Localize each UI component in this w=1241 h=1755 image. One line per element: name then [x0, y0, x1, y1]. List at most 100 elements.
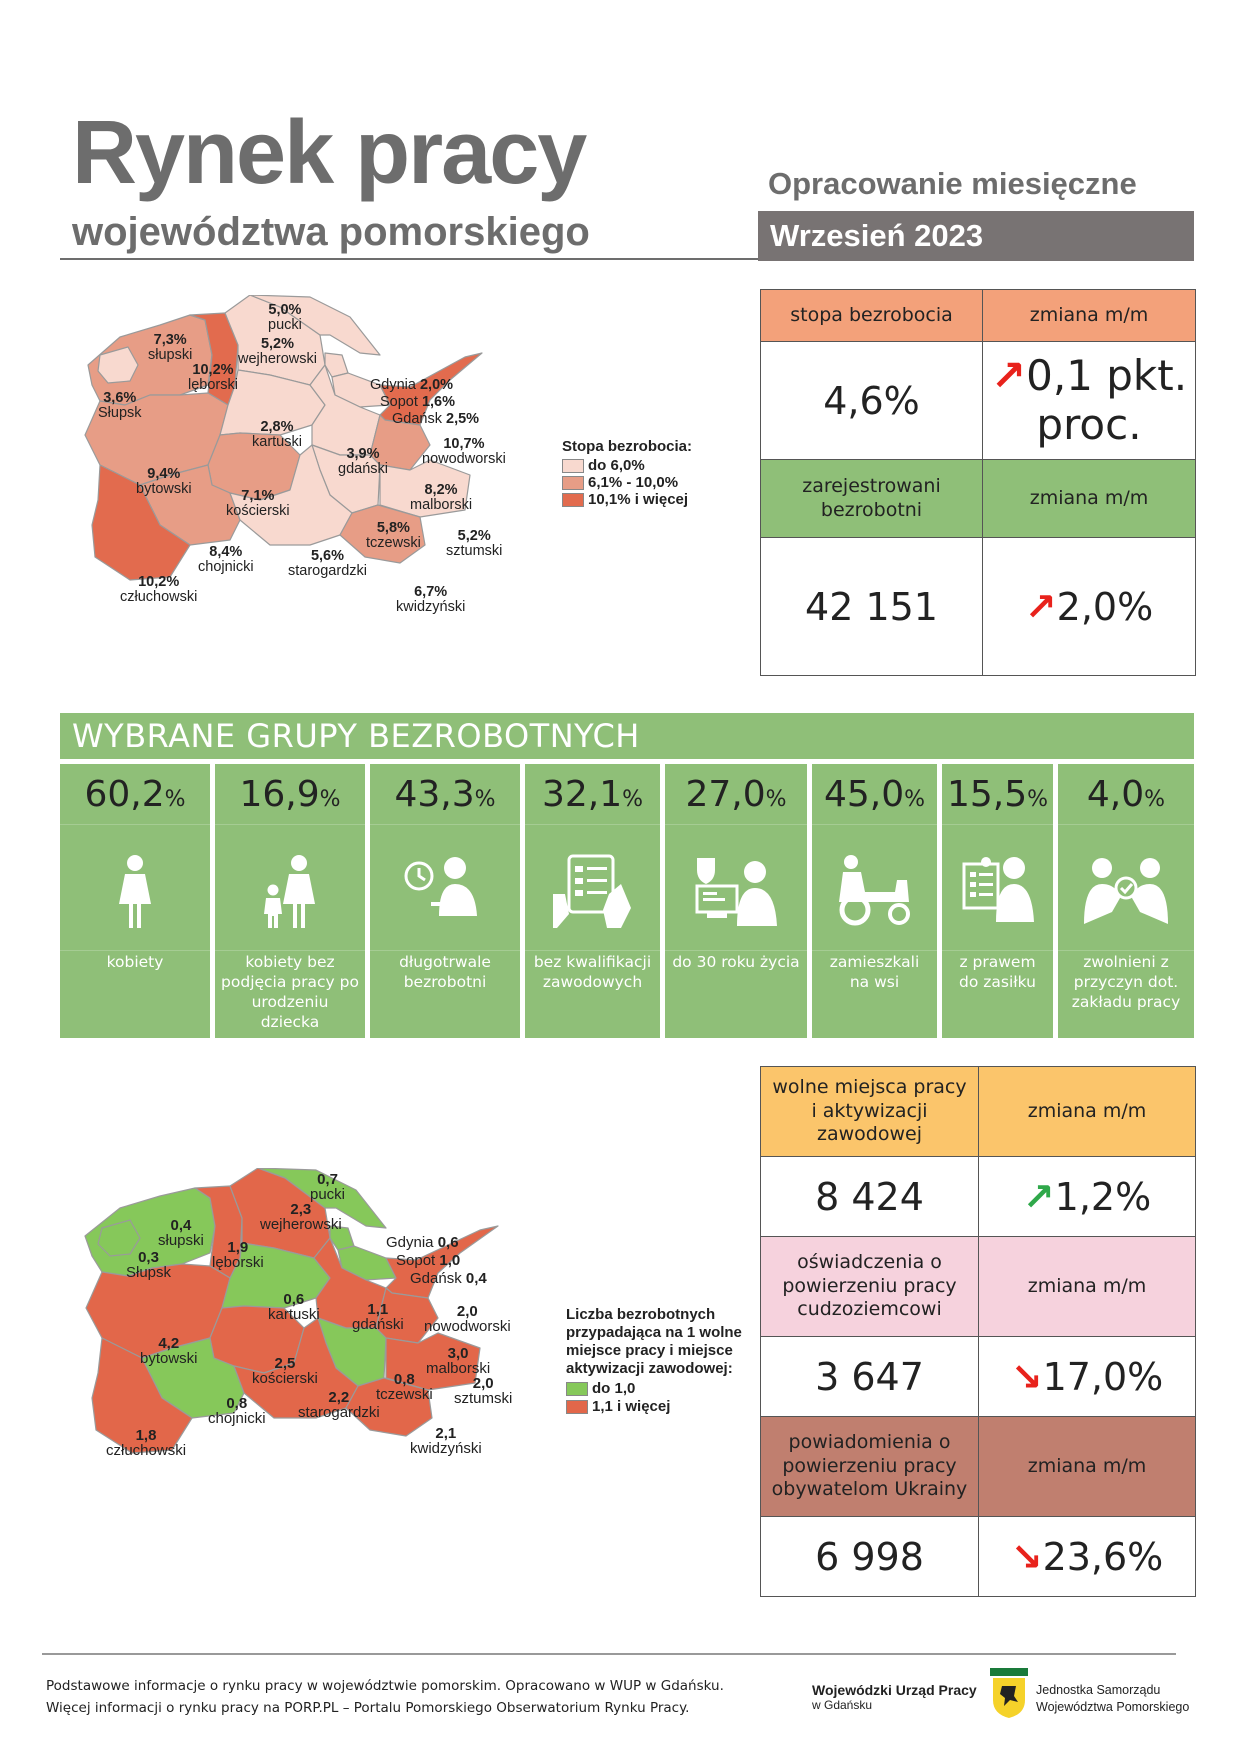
offers-table: wolne miejsca pracy i aktywizacji zawodo… [760, 1066, 1196, 1597]
report-type: Opracowanie miesięczne [768, 166, 1137, 201]
district-slupsk [97, 346, 139, 384]
arrow-down-icon: ↘ [1010, 1534, 1043, 1579]
map2-legend-swatch-high [566, 1400, 588, 1415]
checklist-hand-icon [551, 854, 635, 934]
benefit-document-icon [962, 854, 1034, 926]
map1-legend: Stopa bezrobocia: do 6,0% 6,1% - 10,0% 1… [562, 438, 692, 508]
declarations-change-cell: ↘17,0% [978, 1336, 1196, 1417]
arrow-up-icon: ↗ [1024, 584, 1057, 629]
district-kwidzynski [345, 1377, 433, 1437]
vacancies-change-cell: ↗1,2% [978, 1156, 1196, 1237]
page-title: Rynek pracy [72, 103, 587, 203]
group-percentage: 16,9% [215, 764, 365, 824]
declarations-value: 3 647 [760, 1336, 979, 1417]
group-card: 60,2% kobiety [60, 764, 210, 1038]
group-icon-area [812, 824, 937, 950]
percent-sign: % [622, 787, 644, 812]
young-person-computer-icon [693, 854, 779, 930]
district-kwidzynski [339, 504, 426, 564]
group-card: 4,0% zwolnieni z przyczyn dot. zakładu pr… [1058, 764, 1194, 1038]
footer-text: Podstawowe informacje o rynku pracy w wo… [46, 1676, 724, 1719]
mother-child-icon [261, 854, 319, 934]
group-icon-area [215, 824, 365, 950]
samorzad-line-1: Jednostka Samorządu [1036, 1683, 1161, 1697]
group-icon-area [60, 824, 210, 950]
group-percentage: 27,0% [665, 764, 807, 824]
group-card: 45,0% zamieszkali na wsi [812, 764, 937, 1038]
samorzad-logo-text: Jednostka Samorządu Województwa Pomorski… [1036, 1682, 1189, 1716]
group-value: 15,5 [946, 774, 1028, 815]
tractor-icon [835, 854, 915, 930]
group-icon-area [1058, 824, 1194, 950]
group-card: 27,0% do 30 roku życia [665, 764, 807, 1038]
map2-legend: Liczba bezrobotnych przypadająca na 1 wo… [566, 1306, 748, 1416]
groups-title: WYBRANE GRUPY BEZROBOTNYCH [60, 713, 1194, 759]
group-card: 32,1% bez kwalifikacji zawodowych [525, 764, 660, 1038]
wup-logo-sub: w Gdańsku [812, 1698, 873, 1712]
vacancy-ratio-map [84, 1168, 499, 1454]
group-value: 60,2 [84, 774, 165, 815]
group-percentage: 15,5% [942, 764, 1053, 824]
notifications-header: powiadomienia o powierzeniu pracy obywat… [760, 1416, 979, 1517]
district-czluchowski [91, 1337, 193, 1454]
footer-line-2: Więcej informacji o rynku pracy na PORP.… [46, 1699, 690, 1716]
declarations-change-value: 17,0% [1042, 1354, 1164, 1399]
group-separator [525, 950, 660, 951]
wup-logo: Wojewódzki Urząd Pracy w Gdańsku [812, 1682, 977, 1712]
map1-legend-swatch-low [562, 459, 584, 474]
group-percentage: 45,0% [812, 764, 937, 824]
rate-header: stopa bezrobocia [760, 289, 983, 342]
group-separator [370, 950, 520, 951]
percent-sign: % [904, 787, 926, 812]
group-separator [215, 824, 365, 825]
vacancies-change-value: 1,2% [1054, 1174, 1152, 1219]
rate-change-cell: ↗0,1 pkt. proc. [982, 341, 1196, 460]
page-subtitle: województwa pomorskiego [72, 210, 590, 254]
rate-change-value: 0,1 pkt. proc. [1026, 351, 1188, 449]
group-label: długotrwale bezrobotni [370, 950, 520, 1038]
group-separator [665, 824, 807, 825]
group-label: kobiety bez podjęcia pracy po urodzeniu … [215, 950, 365, 1038]
group-value: 43,3 [394, 774, 475, 815]
group-value: 4,0 [1086, 774, 1145, 815]
declarations-header: oświadczenia o powierzeniu pracy cudzozi… [760, 1236, 979, 1337]
rate-change-header: zmiana m/m [982, 289, 1196, 342]
district-czluchowski [91, 464, 191, 581]
footer-line-1: Podstawowe informacje o rynku pracy w wo… [46, 1678, 724, 1694]
registered-value: 42 151 [760, 537, 983, 676]
group-separator [942, 824, 1053, 825]
vacancies-value: 8 424 [760, 1156, 979, 1237]
group-label: z prawem do zasiłku [942, 950, 1053, 1038]
group-value: 27,0 [685, 774, 766, 815]
group-value: 45,0 [823, 774, 905, 815]
percent-sign: % [1144, 787, 1166, 812]
map1-legend-high: 10,1% i więcej [588, 491, 689, 508]
map2-legend-title: Liczba bezrobotnych przypadająca na 1 wo… [566, 1306, 742, 1377]
notifications-change-cell: ↘23,6% [978, 1516, 1196, 1597]
group-separator [942, 950, 1053, 951]
district-sztumski [385, 1332, 481, 1391]
group-separator [665, 950, 807, 951]
registered-change-value: 2,0% [1056, 584, 1154, 629]
district-nowodworski [385, 1225, 499, 1299]
group-separator [812, 824, 937, 825]
group-label: bez kwalifikacji zawodowych [525, 950, 660, 1038]
registered-header: zarejestrowani bezrobotni [760, 459, 983, 538]
notifications-value: 6 998 [760, 1516, 979, 1597]
unemployment-table: stopa bezrobocia zmiana m/m 4,6% ↗0,1 pk… [760, 289, 1196, 676]
district-pucki [257, 1168, 387, 1229]
group-separator [60, 950, 210, 951]
report-period: Wrzesień 2023 [758, 211, 1194, 261]
registered-change-header: zmiana m/m [982, 459, 1196, 538]
district-starogardzki [229, 444, 353, 546]
map1-legend-low: do 6,0% [588, 457, 645, 474]
group-label: do 30 roku życia [665, 950, 807, 1038]
group-label: zwolnieni z przyczyn dot. zakładu pracy [1058, 950, 1194, 1038]
map1-legend-swatch-mid [562, 476, 584, 491]
samorzad-line-2: Województwa Pomorskiego [1036, 1699, 1190, 1714]
group-percentage: 43,3% [370, 764, 520, 824]
rate-value: 4,6% [760, 341, 983, 460]
group-separator [525, 824, 660, 825]
group-label: zamieszkali na wsi [812, 950, 937, 1038]
group-percentage: 32,1% [525, 764, 660, 824]
